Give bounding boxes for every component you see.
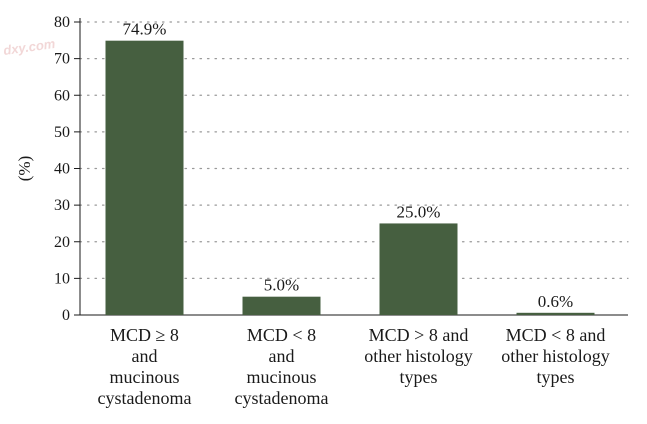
- category-label-line: mucinous: [247, 367, 317, 387]
- category-label-line: MCD > 8 and: [369, 325, 469, 345]
- category-label-line: other histology: [501, 346, 610, 366]
- y-tick-label: 50: [54, 124, 70, 141]
- bar: [242, 296, 321, 315]
- category-label-line: other histology: [364, 346, 473, 366]
- y-tick-label: 40: [54, 161, 70, 178]
- category-label: MCD ≥ 8 and mucinous cystadenoma: [98, 325, 192, 408]
- category-label: MCD > 8 and other histology types: [364, 325, 473, 387]
- y-tick-label: 20: [54, 234, 70, 251]
- data-label: 25.0%: [397, 202, 441, 221]
- y-axis-ticks: 0 10 20 30 40 50 60 70 80: [54, 14, 80, 324]
- y-tick-label: 80: [54, 14, 70, 31]
- category-label-line: MCD < 8 and: [506, 325, 606, 345]
- category-label-line: cystadenoma: [98, 388, 192, 408]
- bars: [105, 40, 595, 316]
- category-label-line: cystadenoma: [235, 388, 329, 408]
- data-label: 5.0%: [264, 276, 299, 295]
- data-label: 74.9%: [123, 20, 167, 39]
- y-tick-label: 60: [54, 87, 70, 104]
- category-label-line: MCD ≥ 8: [110, 325, 179, 345]
- category-label: MCD < 8 and mucinous cystadenoma: [235, 325, 329, 408]
- y-axis-title: (%): [15, 156, 34, 181]
- watermark: dxy.com: [2, 36, 56, 58]
- y-tick-label: 0: [62, 307, 70, 324]
- y-tick-label: 30: [54, 197, 70, 214]
- data-label: 0.6%: [538, 292, 573, 311]
- bar: [379, 223, 458, 315]
- bar: [516, 312, 595, 315]
- data-labels: 74.9% 5.0% 25.0% 0.6%: [123, 20, 574, 311]
- y-tick-label: 70: [54, 51, 70, 68]
- category-label-line: mucinous: [110, 367, 180, 387]
- bar: [105, 40, 184, 316]
- category-label: MCD < 8 and other histology types: [501, 325, 610, 387]
- category-label-line: and: [269, 346, 295, 366]
- y-tick-label: 10: [54, 270, 70, 287]
- category-label-line: and: [132, 346, 158, 366]
- category-label-line: MCD < 8: [247, 325, 316, 345]
- category-label-line: types: [537, 367, 575, 387]
- category-label-line: types: [400, 367, 438, 387]
